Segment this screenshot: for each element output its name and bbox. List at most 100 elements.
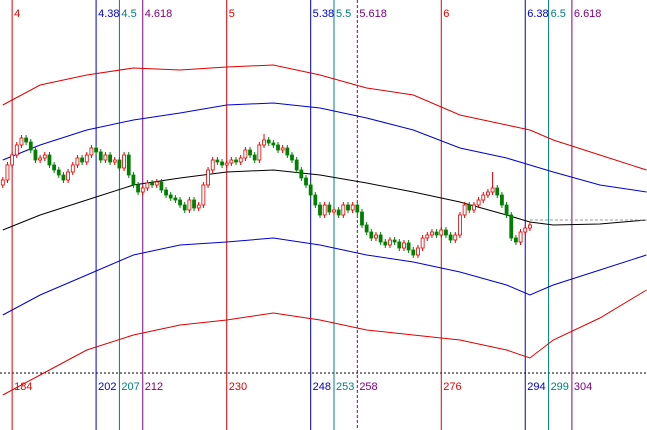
candle-body [252, 154, 257, 161]
candle-body [327, 204, 332, 213]
candle-body [476, 199, 481, 206]
candle-body [416, 247, 420, 256]
candle-body [285, 147, 290, 156]
candle-body [66, 171, 71, 181]
candle-body [94, 147, 98, 153]
candle-body [89, 147, 94, 156]
candle-body [201, 184, 206, 206]
candle-body [98, 151, 103, 161]
candle-body [341, 204, 346, 216]
candle-body [84, 154, 89, 163]
candle-body [500, 194, 504, 206]
candle-body [70, 164, 75, 173]
candle-body [509, 214, 514, 239]
candle-body [495, 187, 500, 196]
bar-label: 299 [551, 381, 569, 393]
candle-body [388, 239, 392, 246]
candle-body [257, 144, 262, 161]
candle-body [518, 231, 523, 243]
candle-body [481, 194, 486, 201]
candle-body [112, 159, 117, 163]
candle-body [234, 159, 238, 163]
candle-body [182, 204, 187, 211]
candle-body [313, 194, 318, 206]
candle-body [420, 237, 425, 249]
candle-body [346, 204, 350, 211]
candle-body [318, 204, 322, 216]
candle-body [140, 187, 145, 193]
candle-body [154, 181, 159, 186]
candle-body [458, 214, 462, 236]
candle-body [402, 242, 406, 249]
candle-body [444, 229, 448, 236]
candle-body [42, 154, 47, 159]
bar-label: 230 [229, 381, 247, 393]
candle-body [355, 204, 360, 213]
candle-body [472, 204, 476, 211]
time-label: 5.38 [313, 8, 334, 20]
candle-body [192, 199, 196, 209]
candle-body [360, 211, 364, 226]
candle-body [38, 157, 43, 161]
candle-body [196, 204, 201, 209]
candle-body [439, 229, 444, 236]
candle-body [224, 162, 229, 166]
candle-body [392, 239, 397, 243]
candle-body [61, 174, 66, 181]
band-line [2, 169, 647, 231]
bar-label: 294 [527, 381, 545, 393]
candle-body [126, 154, 131, 176]
candle-body [350, 204, 355, 211]
candle-body [0, 179, 5, 186]
candle-body [145, 182, 150, 189]
candle-body [5, 164, 10, 181]
candle-body [168, 194, 173, 199]
candle-body [523, 227, 528, 233]
candle-body [276, 144, 280, 151]
time-label: 4.618 [145, 8, 173, 20]
candle-body [411, 249, 416, 256]
candle-body [52, 164, 57, 171]
bar-label: 248 [313, 381, 331, 393]
candle-body [136, 184, 140, 193]
candle-body [490, 187, 495, 193]
candle-body [369, 231, 374, 239]
time-label: 4.38 [98, 8, 119, 20]
candle-body [210, 159, 215, 171]
candle-body [397, 241, 402, 249]
candle-body [434, 231, 439, 236]
candle-body [159, 181, 164, 191]
band-line [2, 102, 647, 193]
candle-body [220, 161, 224, 166]
candle-body [75, 157, 80, 166]
candle-body [514, 237, 518, 243]
candle-body [56, 169, 61, 176]
candle-body [10, 154, 15, 166]
candle-body [364, 224, 369, 233]
time-label: 6.5 [551, 8, 566, 20]
candle-body [299, 169, 304, 179]
candle-body [47, 154, 52, 166]
candle-body [453, 234, 458, 241]
candle-body [528, 224, 532, 229]
candle-body [178, 199, 182, 206]
candle-body [486, 191, 490, 196]
bar-label: 207 [121, 381, 139, 393]
candle-body [430, 231, 434, 236]
candle-body [378, 234, 383, 243]
band-line [2, 64, 647, 171]
candle-body [504, 204, 509, 216]
candle-body [336, 209, 341, 216]
candle-body [383, 241, 388, 246]
candle-body [462, 204, 467, 216]
candle-body [206, 169, 210, 186]
bar-label: 276 [443, 381, 461, 393]
time-label: 4.5 [121, 8, 136, 20]
candle-body [80, 157, 84, 163]
candle-body [238, 157, 243, 163]
candle-body [19, 137, 24, 146]
candle-body [467, 204, 472, 211]
candle-body [229, 159, 234, 164]
candle-body [108, 154, 112, 163]
